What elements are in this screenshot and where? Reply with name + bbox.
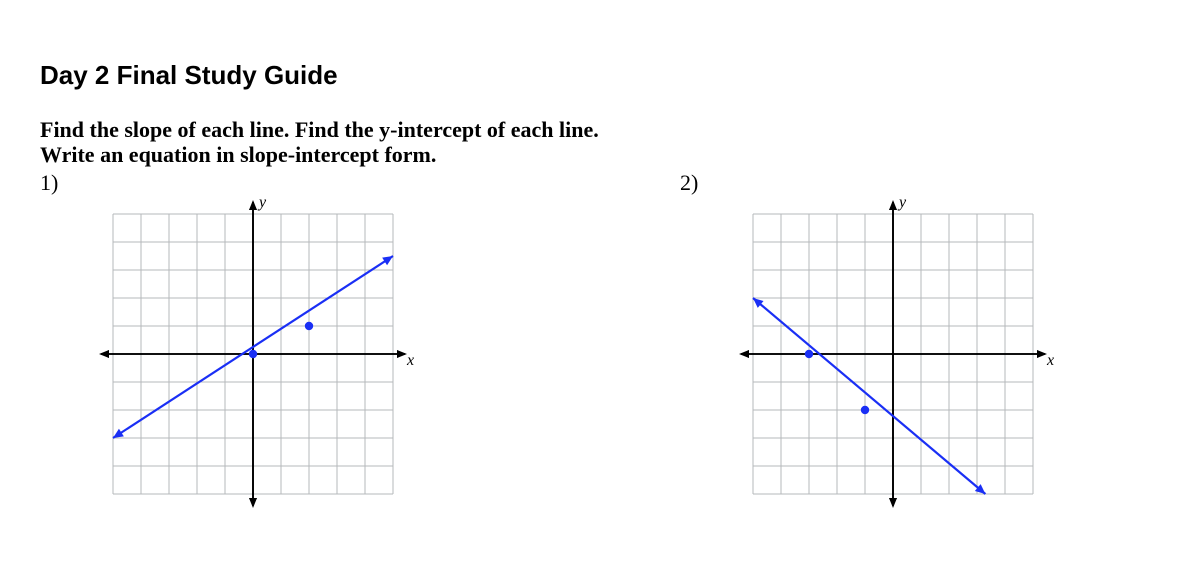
y-axis-label: y	[259, 194, 266, 212]
x-axis-label: x	[407, 352, 414, 370]
problems-row: 1) y x 2) y x	[40, 170, 1160, 517]
problem-2-graph-wrap: y x	[735, 196, 1051, 517]
problem-1-graph	[95, 196, 411, 512]
x-axis-label: x	[1047, 352, 1054, 370]
page: Day 2 Final Study Guide Find the slope o…	[0, 0, 1200, 557]
problem-1-label: 1)	[40, 170, 680, 196]
y-axis-label: y	[899, 194, 906, 212]
instruction-line-1: Find the slope of each line. Find the y-…	[40, 117, 599, 142]
instruction-line-2: Write an equation in slope-intercept for…	[40, 142, 436, 167]
instruction-text: Find the slope of each line. Find the y-…	[40, 117, 1160, 168]
problem-1: 1) y x	[40, 170, 680, 517]
problem-2-label: 2)	[680, 170, 1051, 196]
problem-2: 2) y x	[680, 170, 1051, 517]
problem-2-graph	[735, 196, 1051, 512]
problem-1-graph-wrap: y x	[95, 196, 680, 517]
page-title: Day 2 Final Study Guide	[40, 60, 1160, 91]
